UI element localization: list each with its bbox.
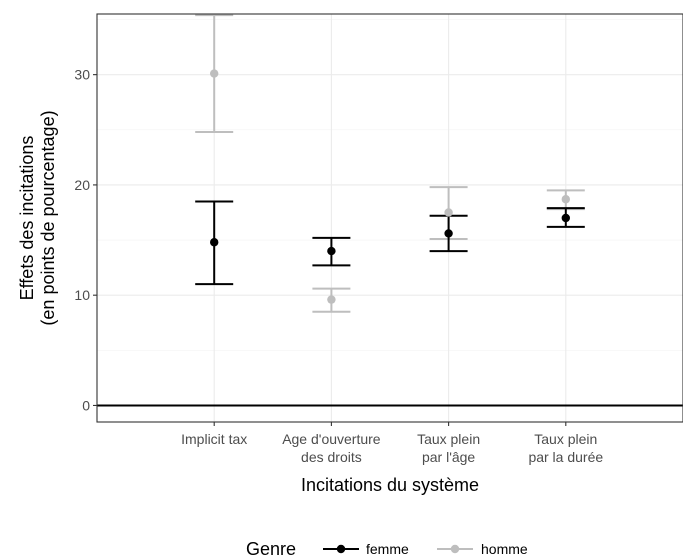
point-homme bbox=[210, 69, 219, 78]
legend-key-femme-point bbox=[336, 544, 346, 554]
point-femme bbox=[444, 229, 453, 238]
point-femme bbox=[327, 246, 336, 256]
point-homme bbox=[444, 208, 453, 217]
legend-title: Genre bbox=[246, 539, 296, 558]
legend-label-homme: homme bbox=[481, 541, 528, 557]
legend-key-homme-point bbox=[450, 544, 460, 554]
legend: Genre femme homme bbox=[246, 539, 528, 558]
y-axis-title: Effets des incitations(en points de pour… bbox=[17, 110, 58, 325]
x-tick-label: Implicit tax bbox=[181, 431, 247, 447]
x-tick-label: par l'âge bbox=[422, 449, 475, 465]
x-axis: Implicit tax Age d'ouverture des droits Tau… bbox=[181, 422, 603, 465]
x-tick-label: Taux plein bbox=[534, 431, 597, 447]
x-axis-title: Incitations du système bbox=[301, 475, 479, 495]
y-tick-label: 30 bbox=[74, 67, 90, 83]
y-axis-title-line: Effets des incitations bbox=[17, 136, 37, 301]
x-tick-label: des droits bbox=[301, 449, 362, 465]
x-tick-label: Age d'ouverture bbox=[282, 431, 381, 447]
legend-label-femme: femme bbox=[366, 541, 409, 557]
x-tick-label: Taux plein bbox=[417, 431, 480, 447]
data-points bbox=[210, 69, 570, 304]
point-homme bbox=[561, 195, 570, 204]
y-tick-label: 0 bbox=[82, 397, 90, 413]
panel-background bbox=[97, 14, 683, 422]
point-homme bbox=[327, 295, 336, 304]
y-axis: 0 10 20 30 bbox=[74, 67, 97, 413]
point-femme bbox=[210, 238, 219, 247]
panel-border bbox=[96, 13, 683, 423]
y-tick-label: 10 bbox=[74, 287, 90, 303]
y-axis-title-line: (en points de pourcentage) bbox=[38, 110, 58, 325]
point-femme bbox=[561, 213, 570, 223]
x-tick-label: par la durée bbox=[528, 449, 603, 465]
y-tick-label: 20 bbox=[74, 177, 90, 193]
grid-minor bbox=[97, 19, 683, 351]
